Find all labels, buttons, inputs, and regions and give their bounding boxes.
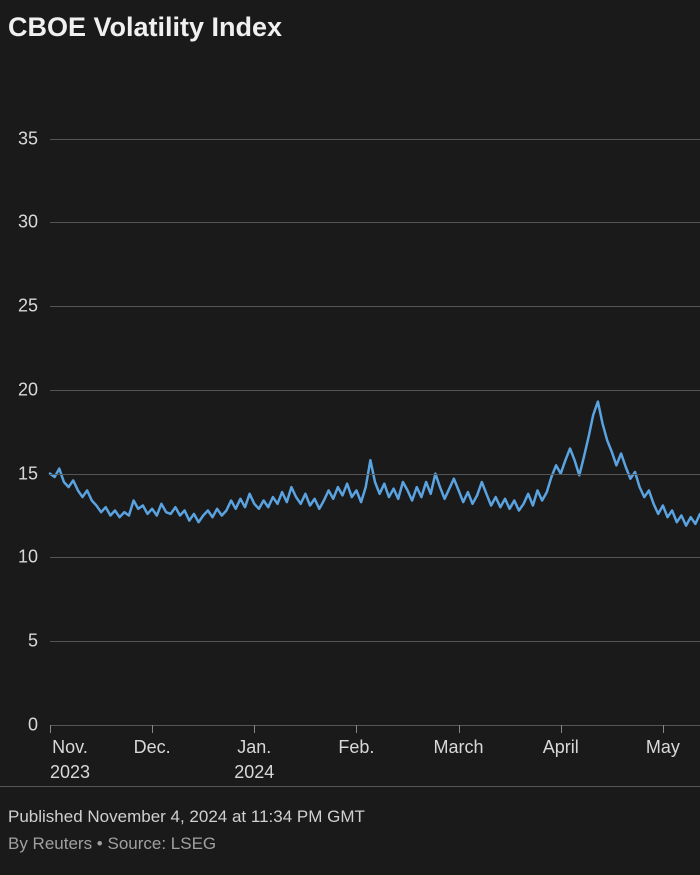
gridline [50,390,700,391]
x-axis-label: Nov. 2023 [50,735,90,785]
plot-region: 05101520253035Nov. 2023Dec.Jan. 2024Feb.… [50,105,700,725]
y-axis-label: 10 [18,547,38,568]
x-tick [356,725,357,733]
x-tick [254,725,255,733]
x-axis-label: Jan. 2024 [234,735,274,785]
byline-text: By Reuters • Source: LSEG [8,830,692,857]
gridline [50,306,700,307]
x-tick [459,725,460,733]
x-tick [663,725,664,733]
y-axis-label: 20 [18,379,38,400]
gridline [50,474,700,475]
line-series [50,105,700,725]
gridline [50,641,700,642]
x-axis-label: Dec. [134,735,171,760]
y-axis-label: 25 [18,296,38,317]
x-tick [561,725,562,733]
chart-title: CBOE Volatility Index [8,12,282,43]
x-axis-label: May [646,735,680,760]
gridline [50,557,700,558]
gridline [50,139,700,140]
y-axis-label: 5 [28,631,38,652]
chart-area: 05101520253035Nov. 2023Dec.Jan. 2024Feb.… [0,60,700,760]
x-axis-label: Feb. [338,735,374,760]
x-tick [50,725,51,733]
y-axis-label: 35 [18,128,38,149]
y-axis-label: 30 [18,212,38,233]
y-axis-label: 15 [18,463,38,484]
vix-line [50,402,700,526]
x-tick [152,725,153,733]
chart-container: CBOE Volatility Index 05101520253035Nov.… [0,0,700,875]
chart-footer: Published November 4, 2024 at 11:34 PM G… [0,786,700,875]
published-text: Published November 4, 2024 at 11:34 PM G… [8,803,692,830]
x-axis-label: April [543,735,579,760]
x-axis-label: March [434,735,484,760]
gridline [50,222,700,223]
y-axis-label: 0 [28,715,38,736]
gridline [50,725,700,726]
